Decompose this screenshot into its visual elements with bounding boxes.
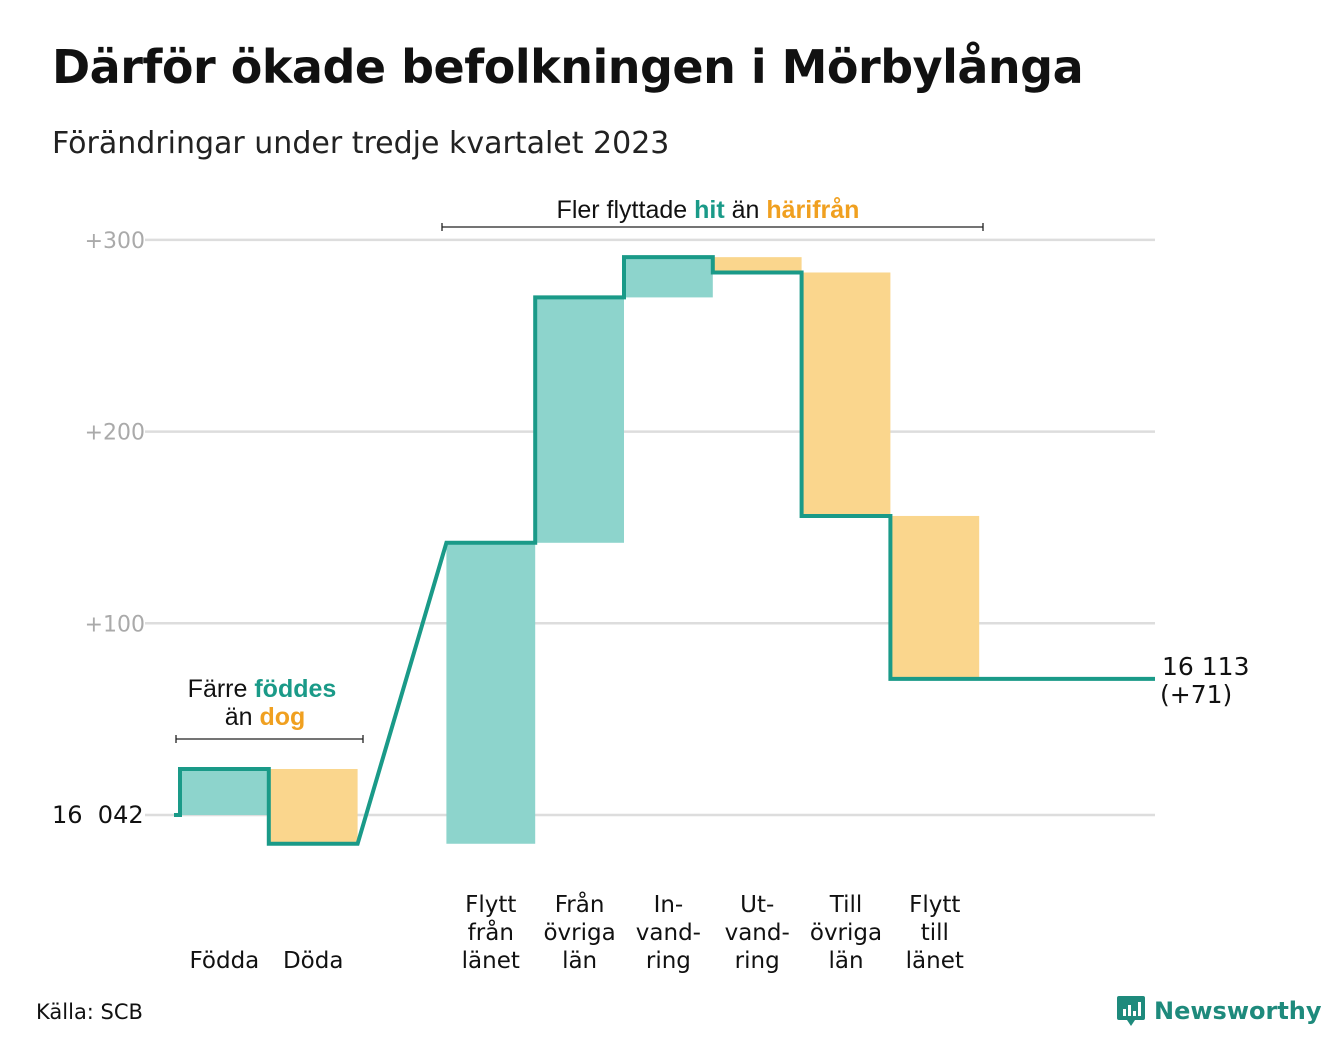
running-total-line <box>174 255 1155 846</box>
end-change-label: (+71) <box>1160 680 1232 709</box>
category-label: In- <box>654 892 684 918</box>
newsworthy-icon <box>1117 996 1145 1026</box>
category-label: Flytt <box>909 892 960 918</box>
category-label: övriga <box>543 920 615 946</box>
bar-5 <box>712 257 802 273</box>
category-label: från <box>468 918 514 946</box>
births-annotation-line2: än dog <box>225 703 306 731</box>
chart-title: Därför ökade befolkningen i Mörbylånga <box>52 40 1084 94</box>
category-label: vand- <box>636 920 701 946</box>
bar-4 <box>624 257 713 298</box>
births-annotation-line2-part: dog <box>259 703 305 731</box>
brand-name: Newsworthy <box>1154 997 1322 1025</box>
category-label: Flytt <box>465 892 516 918</box>
bars <box>180 257 980 844</box>
y-tick-label: +100 <box>85 612 145 637</box>
migration-annotation-line1-part: än <box>725 196 767 224</box>
bar-3 <box>535 297 624 543</box>
brand-logo: Newsworthy <box>1116 994 1322 1028</box>
births-annotation-line2-part: än <box>225 703 260 731</box>
category-label: till <box>921 920 949 946</box>
category-label: Till <box>829 892 863 918</box>
bar-2 <box>446 542 536 844</box>
y-tick-label: +300 <box>85 229 145 254</box>
category-label: län <box>828 948 863 974</box>
bar-7 <box>890 515 980 679</box>
y-tick-label: +200 <box>85 421 145 446</box>
migration-annotation-line1-part: Fler flyttade <box>557 196 695 224</box>
bar-6 <box>801 272 891 516</box>
migration-annotation-line1-part: hit <box>694 196 725 224</box>
category-label: län <box>562 948 597 974</box>
category-label: ring <box>735 948 780 974</box>
category-label: länet <box>906 948 964 974</box>
births-annotation-line1-part: Färre <box>188 675 255 703</box>
category-label: Från <box>555 890 605 918</box>
category-label: övriga <box>810 920 882 946</box>
category-label: Döda <box>283 948 343 974</box>
migration-annotation-line1-part: härifrån <box>766 196 859 224</box>
chart-subtitle: Förändringar under tredje kvartalet 2023 <box>52 126 670 161</box>
category-label: Ut- <box>740 892 774 918</box>
category-label: Födda <box>190 948 260 974</box>
category-label: vand- <box>725 920 790 946</box>
births-annotation-line1-part: föddes <box>254 675 336 703</box>
category-label: länet <box>462 948 520 974</box>
category-label: ring <box>646 948 691 974</box>
births-annotation-line1: Färre föddes <box>188 675 337 703</box>
running-total-path <box>174 255 1155 846</box>
migration-annotation-line1: Fler flyttade hit än härifrån <box>557 196 860 224</box>
bar-1 <box>268 768 358 844</box>
bar-0 <box>180 768 269 815</box>
source-note: Källa: SCB <box>36 1000 143 1024</box>
end-value-label: 16 113 <box>1162 652 1249 681</box>
start-value-label: 16 042 <box>52 801 144 829</box>
